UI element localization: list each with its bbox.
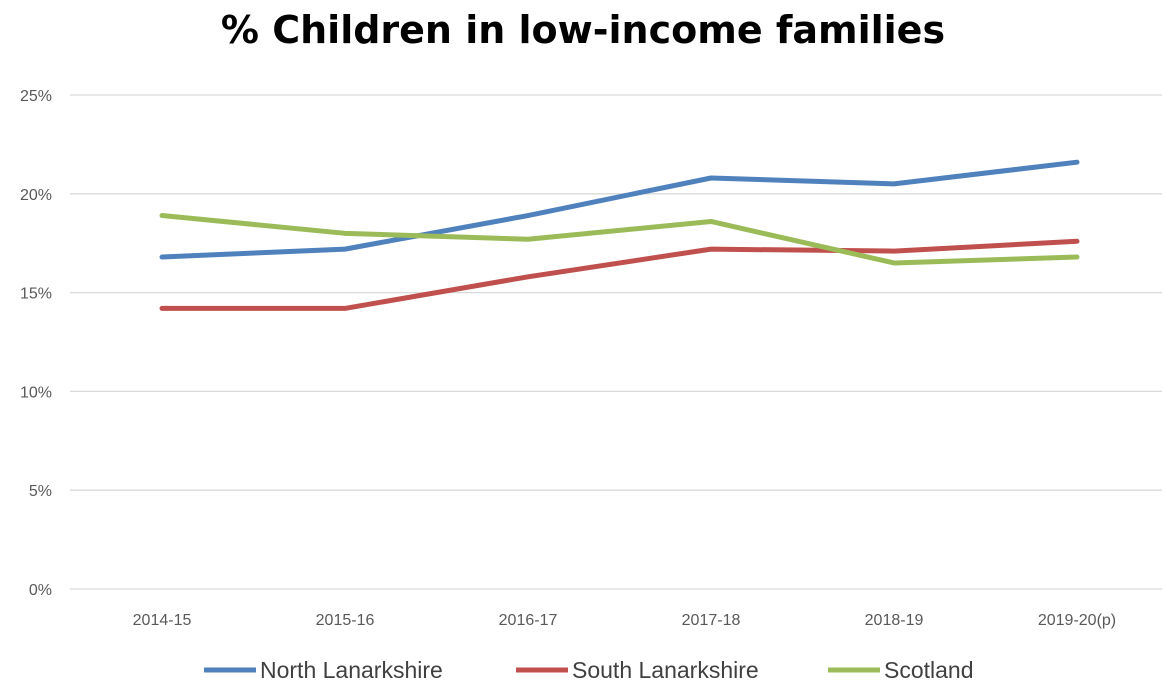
x-tick-label: 2015-16 [316, 612, 375, 629]
y-tick-label: 25% [20, 88, 52, 105]
series-line-north-lanarkshire [159, 159, 1080, 260]
x-tick-label: 2016-17 [499, 612, 558, 629]
x-axis-tick-labels: 2014-15 2015-16 2016-17 2017-18 2018-19 2019-… [133, 612, 1117, 629]
y-tick-label: 15% [20, 286, 52, 303]
legend: North Lanarkshire South Lanarkshire Scotla… [204, 657, 974, 683]
y-axis-tick-labels: 0% 5% 10% 15% 20% 25% [20, 88, 52, 599]
y-tick-label: 20% [20, 187, 52, 204]
x-tick-label: 2018-19 [865, 612, 924, 629]
legend-label: South Lanarkshire [572, 657, 759, 683]
series-line-south-lanarkshire [159, 238, 1080, 311]
y-tick-label: 10% [20, 384, 52, 401]
legend-label: Scotland [884, 657, 974, 683]
series-lines [159, 159, 1080, 311]
legend-label: North Lanarkshire [260, 657, 443, 683]
x-tick-label: 2019-20(p) [1038, 612, 1116, 629]
chart-title: % Children in low-income families [220, 8, 946, 52]
grid-lines [70, 94, 1162, 590]
y-tick-label: 0% [29, 582, 52, 599]
x-tick-label: 2017-18 [682, 612, 741, 629]
x-tick-label: 2014-15 [133, 612, 192, 629]
series-line-scotland [159, 213, 1080, 266]
y-tick-label: 5% [29, 483, 52, 500]
